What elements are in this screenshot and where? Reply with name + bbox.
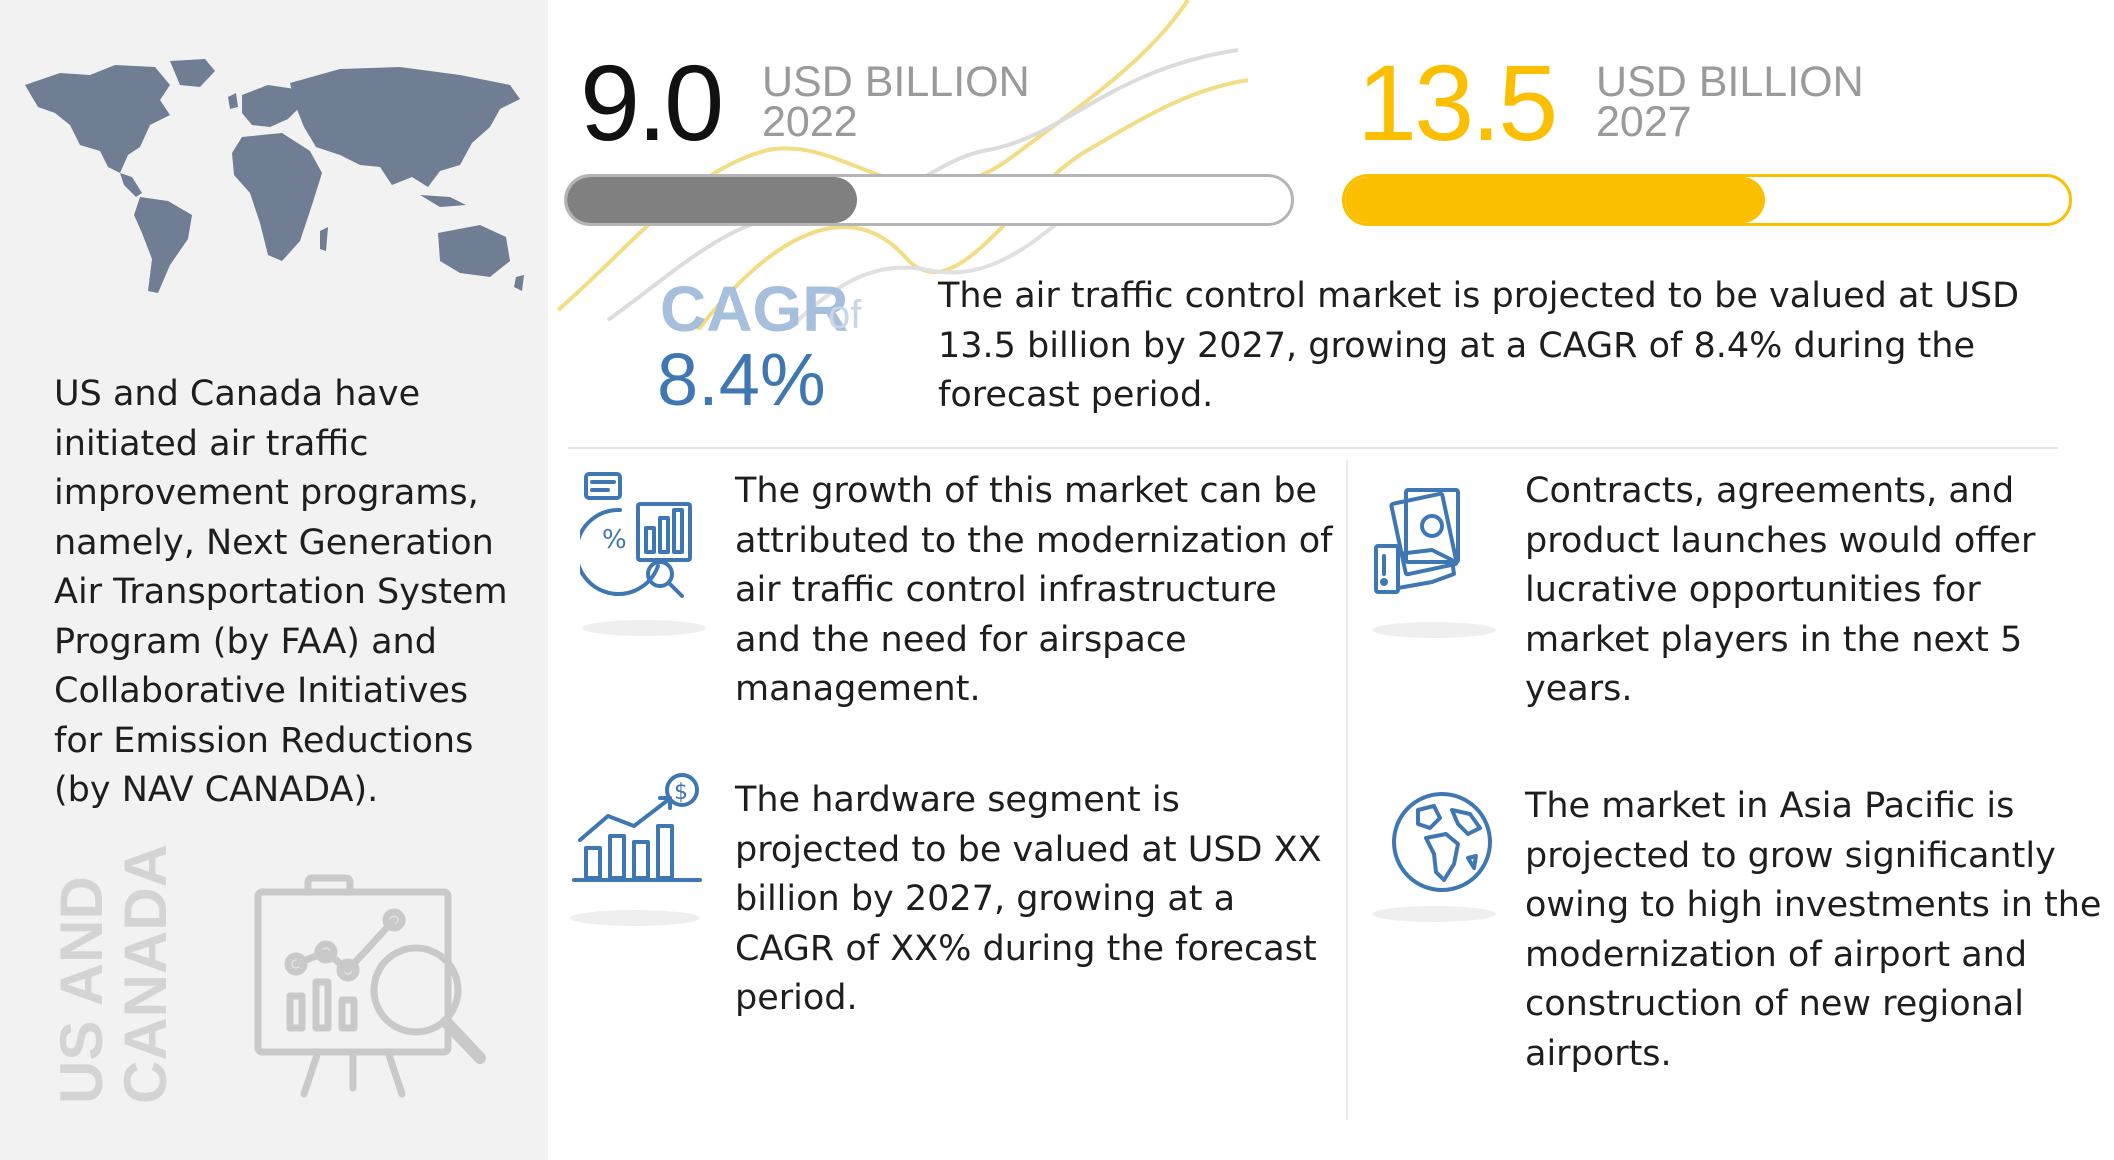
analytics-chart-icon: % (580, 472, 692, 598)
icon-shadow (582, 620, 706, 636)
market-summary: The air traffic control market is projec… (938, 276, 2020, 415)
svg-text:%: % (602, 525, 627, 555)
stat-2022-progress-fill (567, 177, 857, 223)
stat-2027-progress-bar (1342, 174, 2072, 226)
icon-shadow (1372, 906, 1496, 922)
stat-2022-year: 2022 (762, 98, 858, 146)
region-label: US AND CANADA (48, 844, 179, 1104)
cagr-label: CAGR (660, 273, 849, 345)
stat-2027-value: 13.5 (1357, 42, 1558, 163)
svg-text:$: $ (674, 780, 688, 805)
region-label-line1: US AND (48, 876, 115, 1104)
insight-text-opportunities: Contracts, agreements, and product launc… (1525, 471, 2036, 709)
stat-2022-progress-bar (564, 174, 1294, 226)
stat-2027-unit-label: USD BILLION (1596, 58, 1864, 106)
cagr-value: 8.4% (657, 338, 826, 421)
globe-icon (1392, 792, 1492, 892)
left-panel: US and Canada have initiated air traffic… (0, 0, 548, 1160)
world-map-icon (25, 59, 524, 293)
growth-bars-icon: $ (572, 773, 702, 882)
stat-2022-value: 9.0 (580, 42, 724, 163)
vertical-divider (1346, 460, 1348, 1120)
stat-2022-unit: USD BILLION 2022 (762, 58, 1030, 146)
horizontal-divider (568, 447, 2058, 449)
left-description: US and Canada have initiated air traffic… (54, 374, 508, 810)
stat-2027-year: 2027 (1596, 98, 1692, 146)
stat-2027-unit: USD BILLION 2027 (1596, 58, 1864, 146)
stat-2027-progress-fill (1345, 177, 1765, 223)
cagr-of-label: of (828, 293, 862, 337)
region-label-line2: CANADA (112, 844, 179, 1104)
insight-text-growth: The growth of this market can be attribu… (735, 471, 1333, 709)
insight-text-hardware: The hardware segment is projected to be … (735, 780, 1322, 1018)
money-hand-icon (1374, 488, 1460, 594)
presentation-board-icon (254, 874, 486, 1098)
stat-2022-unit-label: USD BILLION (762, 58, 1030, 106)
icon-shadow (1372, 622, 1496, 638)
insight-text-asia-pacific: The market in Asia Pacific is projected … (1525, 786, 2102, 1074)
icon-shadow (570, 910, 700, 926)
